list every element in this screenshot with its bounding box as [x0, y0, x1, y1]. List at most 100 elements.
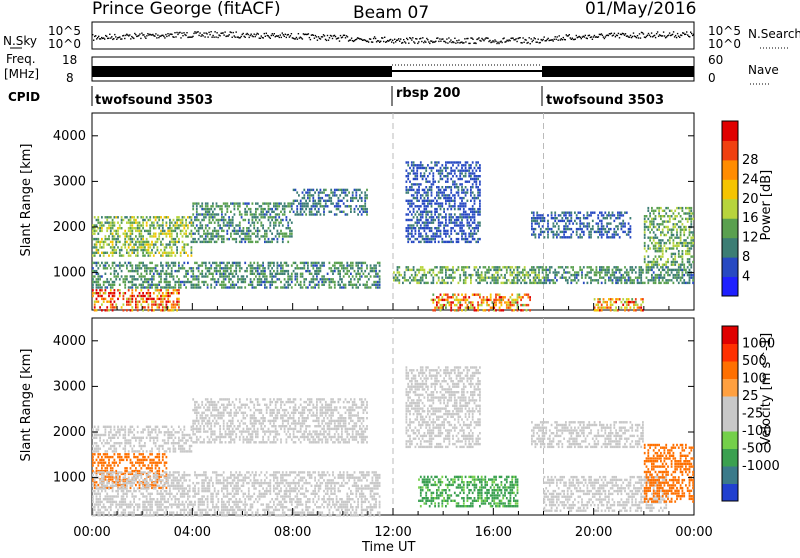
data-cell	[450, 213, 452, 215]
nsky-point	[496, 43, 497, 44]
data-cell	[359, 194, 361, 196]
data-cell	[667, 220, 669, 222]
data-cell	[162, 306, 164, 308]
data-cell	[576, 222, 578, 224]
data-cell	[622, 214, 624, 216]
data-cell	[203, 213, 205, 215]
data-cell	[653, 239, 655, 241]
data-cell	[415, 227, 417, 229]
data-cell	[375, 286, 377, 288]
data-cell	[440, 213, 442, 215]
data-cell	[678, 271, 680, 273]
data-cell	[246, 227, 248, 229]
data-cell	[395, 279, 397, 281]
nsky-point	[243, 33, 244, 34]
nsky-point	[565, 39, 566, 40]
data-cell	[364, 262, 366, 264]
data-cell	[271, 216, 273, 218]
data-cell	[447, 269, 449, 271]
nsky-point	[268, 35, 269, 36]
data-cell	[479, 191, 481, 193]
data-cell	[596, 279, 598, 281]
data-cell	[314, 286, 316, 288]
nsky-point	[260, 38, 261, 39]
data-cell	[667, 266, 669, 268]
data-cell	[597, 282, 599, 284]
data-cell	[647, 264, 649, 266]
data-cell	[296, 205, 298, 207]
nsky-point	[395, 41, 396, 42]
data-cell	[341, 286, 343, 288]
data-cell	[375, 281, 377, 283]
data-cell	[461, 170, 463, 172]
data-cell	[327, 200, 329, 202]
data-cell	[454, 183, 456, 185]
data-cell	[441, 304, 443, 306]
data-cell	[615, 266, 617, 268]
data-cell	[355, 191, 357, 193]
nsky-point	[535, 38, 536, 39]
data-cell	[178, 224, 180, 226]
data-cell	[644, 282, 646, 284]
data-cell	[210, 213, 212, 215]
data-cell	[112, 241, 114, 243]
data-cell	[583, 282, 585, 284]
data-cell	[320, 205, 322, 207]
nsky-point	[689, 36, 690, 37]
data-cell	[678, 274, 680, 276]
nsky-point	[676, 37, 677, 38]
nsky-point	[439, 38, 440, 39]
data-cell	[409, 202, 411, 204]
data-cell	[422, 200, 424, 202]
data-cell	[94, 252, 96, 254]
data-cell	[585, 274, 587, 276]
data-cell	[470, 224, 472, 226]
nsky-point	[505, 41, 506, 42]
data-cell	[551, 214, 553, 216]
data-cell	[463, 216, 465, 218]
data-cell	[273, 262, 275, 264]
data-cell	[522, 309, 524, 311]
data-cell	[157, 286, 159, 288]
data-cell	[201, 281, 203, 283]
data-cell	[508, 307, 510, 309]
data-cell	[626, 279, 628, 281]
data-cell	[223, 222, 225, 224]
data-cell	[467, 277, 469, 279]
data-cell	[364, 205, 366, 207]
data-cell	[99, 224, 101, 226]
data-cell	[429, 271, 431, 273]
data-cell	[359, 211, 361, 213]
data-cell	[216, 284, 218, 286]
data-cell	[207, 224, 209, 226]
data-cell	[198, 219, 200, 221]
data-cell	[533, 220, 535, 222]
data-cell	[205, 233, 207, 235]
data-cell	[148, 306, 150, 308]
data-cell	[477, 208, 479, 210]
data-cell	[561, 231, 563, 233]
data-cell	[114, 295, 116, 297]
data-cell	[517, 301, 519, 303]
data-cell	[198, 275, 200, 277]
data-cell	[649, 266, 651, 268]
data-cell	[635, 266, 637, 268]
data-cell	[424, 167, 426, 169]
data-cell	[667, 247, 669, 249]
data-cell	[214, 208, 216, 210]
data-cell	[209, 213, 211, 215]
data-cell	[142, 286, 144, 288]
data-cell	[148, 284, 150, 286]
data-cell	[169, 301, 171, 303]
data-cell	[535, 233, 537, 235]
data-cell	[108, 309, 110, 311]
data-cell	[176, 222, 178, 224]
data-cell	[160, 281, 162, 283]
data-cell	[119, 224, 121, 226]
data-cell	[520, 296, 522, 298]
data-cell	[481, 304, 483, 306]
data-cell	[121, 246, 123, 248]
data-cell	[277, 278, 279, 280]
nsky-point	[585, 35, 586, 36]
data-cell	[511, 299, 513, 301]
